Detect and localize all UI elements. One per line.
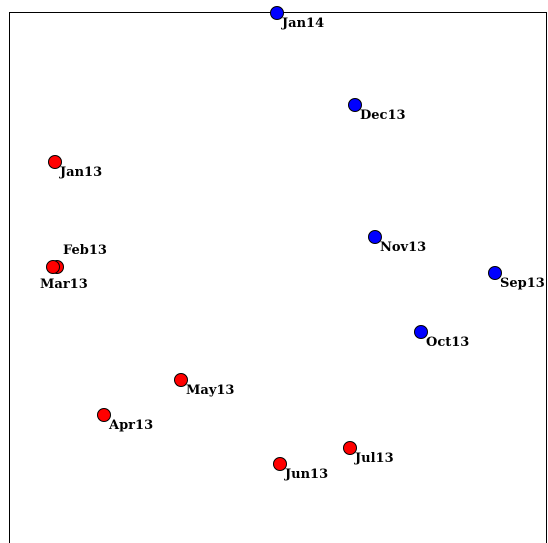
point-sep13 <box>488 266 502 280</box>
point-dec13 <box>348 98 362 112</box>
point-label-nov13: Nov13 <box>380 240 426 255</box>
point-label-jun13: Jun13 <box>284 467 328 482</box>
point-nov13 <box>368 230 382 244</box>
point-label-apr13: Apr13 <box>108 418 153 433</box>
point-jul13 <box>343 441 357 455</box>
point-jan13 <box>48 155 62 169</box>
point-label-mar13: Mar13 <box>40 277 88 292</box>
point-label-feb13: Feb13 <box>63 243 107 258</box>
point-label-jan14: Jan14 <box>281 16 324 31</box>
point-label-jan13: Jan13 <box>59 165 102 180</box>
point-oct13 <box>414 325 428 339</box>
point-jun13 <box>273 457 287 471</box>
point-jan14 <box>270 6 284 20</box>
point-mar13 <box>46 260 60 274</box>
chart-marks: Jan13 Feb13 Mar13 Apr13 May13 Jun13 Jul13 Sep13… <box>40 6 545 482</box>
point-label-sep13: Sep13 <box>500 276 545 291</box>
point-may13 <box>174 373 188 387</box>
point-label-may13: May13 <box>186 383 234 398</box>
point-label-oct13: Oct13 <box>426 335 469 350</box>
point-label-jul13: Jul13 <box>354 451 394 466</box>
point-apr13 <box>97 408 111 422</box>
point-label-dec13: Dec13 <box>360 108 406 123</box>
